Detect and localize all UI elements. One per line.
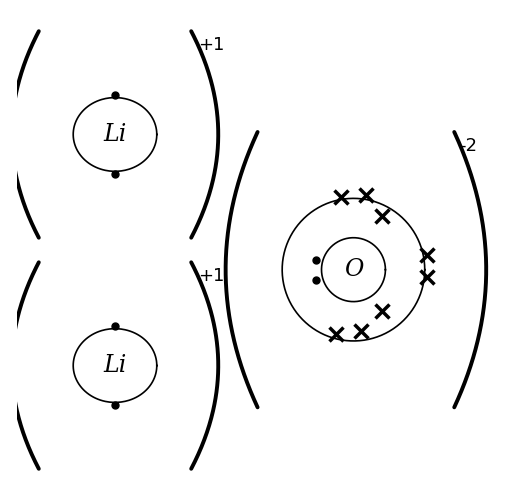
Text: -2: -2 [459,137,477,155]
Text: +1: +1 [198,267,225,285]
Text: Li: Li [103,123,127,146]
Text: Li: Li [103,354,127,377]
Text: +1: +1 [198,36,225,54]
Text: O: O [344,258,363,281]
